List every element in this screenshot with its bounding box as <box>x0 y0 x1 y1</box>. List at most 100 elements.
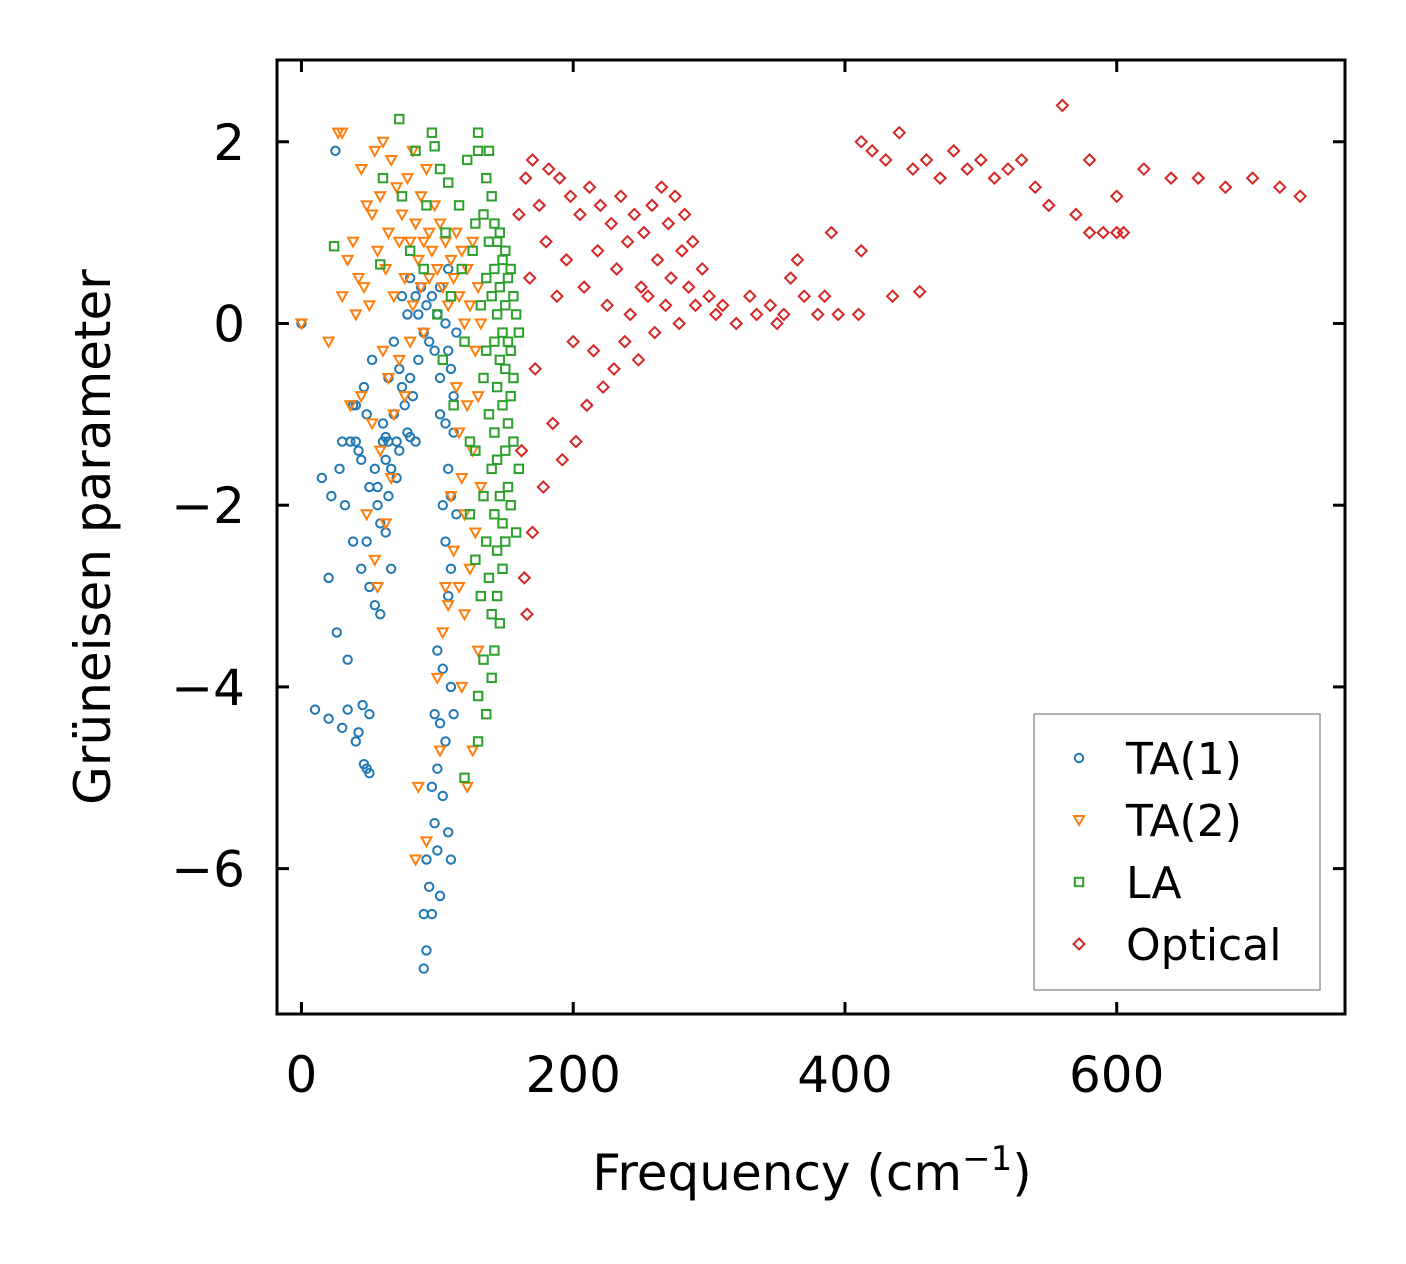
data-point <box>351 273 366 286</box>
data-point <box>418 963 429 974</box>
legend-label: Optical <box>1126 920 1281 971</box>
data-point <box>708 307 723 322</box>
data-point <box>465 745 480 758</box>
data-point <box>500 445 511 456</box>
data-point <box>634 280 649 295</box>
data-point <box>729 316 744 331</box>
data-point <box>486 291 497 302</box>
data-point <box>445 291 457 302</box>
data-point <box>410 145 421 157</box>
data-point <box>413 354 424 366</box>
data-point <box>468 527 483 540</box>
data-point <box>448 708 459 720</box>
data-point <box>432 845 443 856</box>
data-point <box>434 409 446 420</box>
data-point <box>491 454 503 465</box>
y-tick-label: −4 <box>171 659 245 717</box>
data-point <box>472 736 484 747</box>
data-point <box>354 164 368 177</box>
data-point <box>905 162 920 176</box>
data-point <box>505 263 516 275</box>
data-point <box>552 171 567 186</box>
data-point <box>494 227 506 238</box>
data-point <box>987 171 1002 186</box>
data-point <box>453 200 465 211</box>
data-point <box>433 218 447 231</box>
data-point <box>359 200 374 213</box>
data-point <box>434 718 446 729</box>
data-point <box>353 445 364 456</box>
data-point <box>472 127 484 138</box>
data-point <box>500 245 511 257</box>
data-point <box>375 609 386 620</box>
data-point <box>460 263 474 277</box>
series-optical <box>511 98 1308 622</box>
y-tick-label: 0 <box>213 295 245 353</box>
data-point <box>323 713 334 724</box>
data-point <box>960 162 975 176</box>
data-point <box>441 600 455 613</box>
data-point <box>517 570 532 585</box>
data-point <box>770 316 784 331</box>
data-point <box>555 452 570 467</box>
data-point <box>385 563 397 574</box>
data-point <box>457 318 472 331</box>
data-point <box>316 472 328 484</box>
data-point <box>429 345 440 356</box>
data-point <box>505 500 516 511</box>
data-point <box>545 416 560 431</box>
data-point <box>474 482 488 495</box>
data-point <box>851 307 866 322</box>
data-point <box>384 472 398 486</box>
data-point <box>831 307 846 322</box>
data-point <box>452 427 466 440</box>
data-point <box>366 354 378 366</box>
data-point <box>776 307 791 322</box>
data-point <box>432 763 443 774</box>
data-point <box>429 141 440 152</box>
data-point <box>356 454 367 465</box>
y-tick-label: −6 <box>171 841 245 899</box>
data-point <box>577 280 591 295</box>
x-tick-label: 600 <box>1069 1046 1164 1104</box>
data-point <box>810 307 825 322</box>
data-point <box>569 434 583 449</box>
data-point <box>373 191 387 204</box>
data-point <box>443 827 454 838</box>
legend: TA(1) TA(2) LA Optical <box>1033 713 1321 991</box>
data-point <box>342 704 353 715</box>
data-point <box>481 272 492 284</box>
data-point <box>489 645 500 656</box>
data-point <box>631 352 646 367</box>
data-point <box>445 681 457 693</box>
data-point <box>443 345 454 356</box>
data-point <box>309 704 321 715</box>
data-point <box>440 536 451 547</box>
data-point <box>361 536 372 547</box>
data-point <box>411 254 426 267</box>
data-point <box>525 525 540 540</box>
data-point <box>460 400 474 413</box>
data-point <box>356 563 367 574</box>
data-point <box>389 182 404 195</box>
data-point <box>865 143 880 158</box>
data-point <box>419 836 434 849</box>
data-point <box>347 536 359 547</box>
data-point <box>600 298 615 313</box>
data-point <box>854 243 869 258</box>
data-point <box>380 454 391 465</box>
data-point <box>661 216 676 231</box>
data-point <box>417 327 431 340</box>
data-point <box>497 518 508 529</box>
data-point <box>417 236 431 249</box>
data-point <box>681 280 696 295</box>
data-point <box>408 218 423 231</box>
data-point <box>854 134 869 149</box>
data-point <box>528 362 543 376</box>
data-point <box>432 645 443 656</box>
data-point <box>354 391 368 404</box>
data-point <box>425 245 439 258</box>
data-point <box>494 490 506 502</box>
data-point <box>372 481 383 493</box>
